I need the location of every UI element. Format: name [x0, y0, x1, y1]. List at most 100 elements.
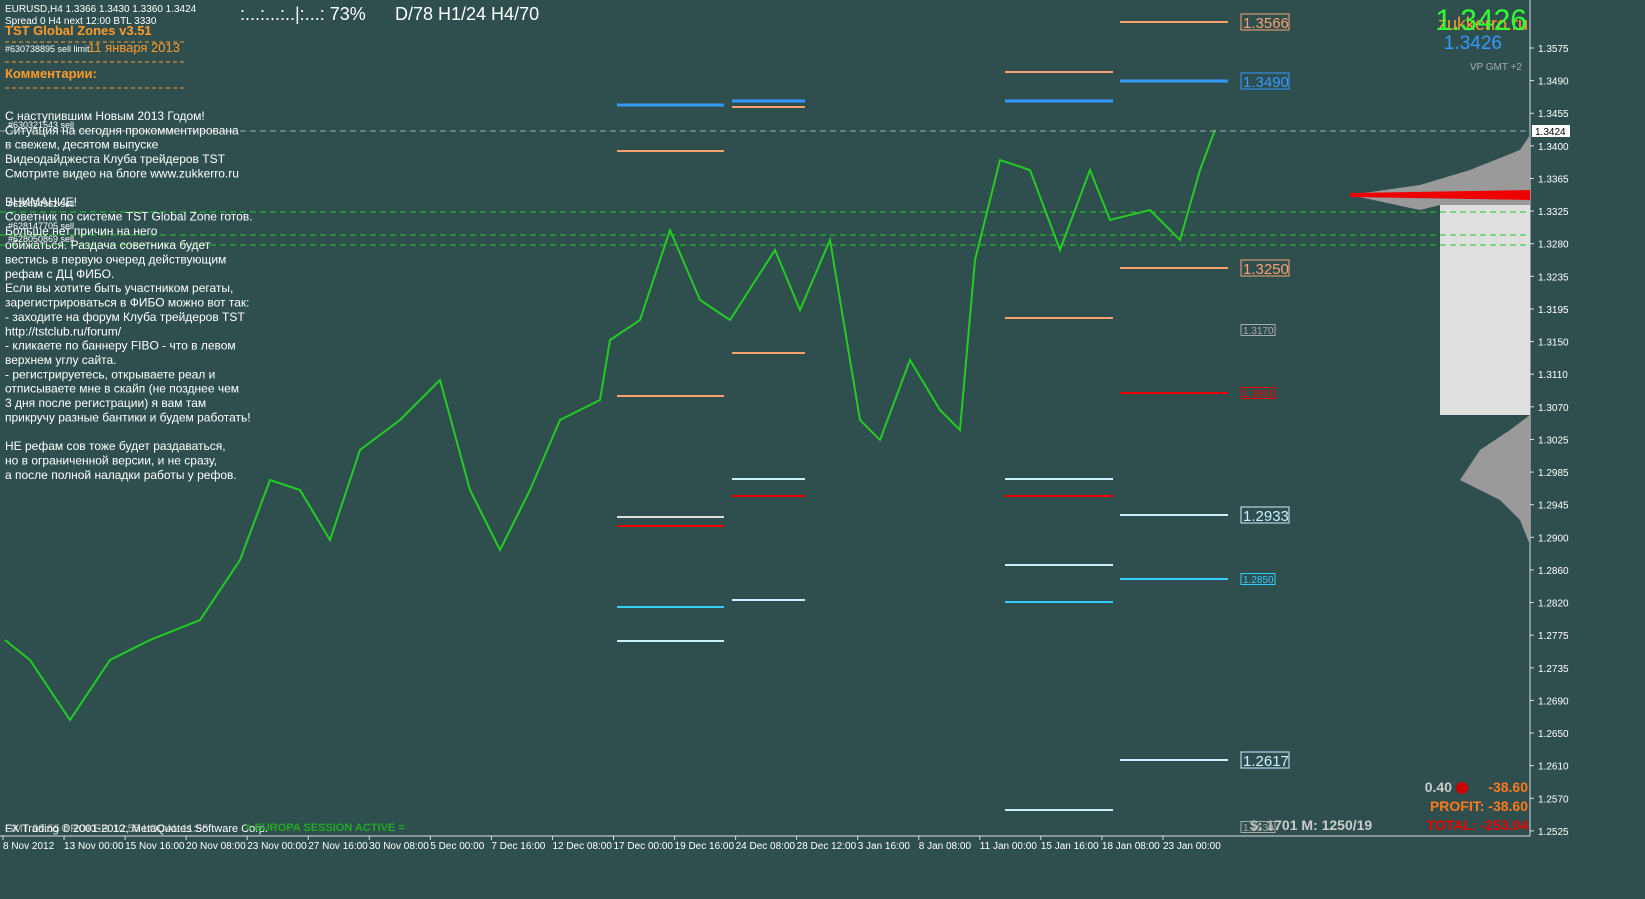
time-label: 13 Nov 00:00	[64, 841, 124, 852]
poc	[1350, 190, 1530, 200]
comment-line: Ситуация на сегодня прокомментирована	[5, 123, 239, 137]
comment-line: зарегистрироваться в ФИБО можно вот так:	[5, 296, 249, 310]
lots: 0.40	[1425, 779, 1452, 795]
comment-line: прикручу разные бантики и будем работать…	[5, 410, 251, 424]
time-label: 15 Jan 16:00	[1041, 841, 1099, 852]
time-label: 5 Dec 00:00	[430, 841, 484, 852]
comment-line: ВНИМАНИЕ!	[5, 195, 77, 209]
zone-label: 1.2530	[1243, 823, 1274, 834]
price-label: 1.2735	[1538, 664, 1569, 675]
profit: PROFIT: -38.60	[1430, 798, 1528, 814]
zone-box	[1240, 13, 1290, 31]
time-label: 8 Nov 2012	[3, 841, 55, 852]
price-label: 1.3110	[1538, 370, 1568, 381]
date-note: 11 января 2013	[88, 40, 180, 55]
spread: Spread 0 H4 next 12:00 BTL 3330	[5, 16, 157, 27]
time-label: 12 Dec 08:00	[552, 841, 612, 852]
comment-line: а после полной наладки работы у рефов.	[5, 468, 237, 482]
comment-line: обижаться. Раздача советника будет	[5, 238, 211, 252]
zone-label: 1.3566	[1243, 15, 1289, 32]
time-label: 18 Jan 08:00	[1102, 841, 1160, 852]
timeframes: D/78 H1/24 H4/70	[395, 4, 539, 24]
price-label: 1.3400	[1538, 142, 1569, 153]
comment-line: Больше нет причин на него	[5, 224, 158, 238]
comment-line: Видеодайджеста Клуба трейдеров TST	[5, 152, 226, 166]
comment-line: - кликаете по баннеру FIBO - что в левом	[5, 339, 236, 353]
time-label: 19 Dec 16:00	[675, 841, 735, 852]
volume-profile-core	[1440, 205, 1530, 415]
zone-box	[1240, 506, 1290, 524]
balance: $: 1701 M: 1250/19	[1250, 817, 1372, 833]
time-label: 7 Dec 16:00	[491, 841, 545, 852]
comment-line: но в ограниченной версии, и не сразу,	[5, 453, 217, 467]
brand: zukkerro.ru	[1438, 14, 1528, 34]
time-label: 27 Nov 16:00	[308, 841, 368, 852]
zone-label: 1.3170	[1243, 326, 1274, 337]
time-label: 3 Jan 16:00	[858, 841, 911, 852]
indicator-title: TST Global Zones v3.51	[5, 23, 152, 38]
comment-line: вестись в первую очеред действующим	[5, 253, 226, 267]
symbol: EURUSD,H4 1.3366 1.3430 1.3360 1.3424	[5, 4, 197, 15]
price-label: 1.2570	[1538, 794, 1569, 805]
zone-label: 1.3250	[1243, 261, 1289, 278]
comment-line: рефам с ДЦ ФИБО.	[5, 267, 114, 281]
current-price-box	[1532, 125, 1570, 137]
session: = EUROPA SESSION ACTIVE =	[245, 822, 405, 834]
total: TOTAL: -253.04	[1427, 817, 1529, 833]
current-price: 1.3424	[1535, 127, 1566, 138]
order-label: #629454962 sell	[8, 199, 74, 209]
comments-title: Комментарии:	[5, 66, 97, 81]
time-label: 15 Nov 16:00	[125, 841, 185, 852]
price-label: 1.3025	[1538, 435, 1569, 446]
price-label: 1.2525	[1538, 827, 1569, 838]
time-label: 11 Jan 00:00	[980, 841, 1038, 852]
comment-line: Смотрите видео на блоге www.zukkerro.ru	[5, 166, 239, 180]
comment-line: НЕ рефам сов тоже будет раздаваться,	[5, 439, 226, 453]
clock: GMT 08:55 BROKER 10:55 LOCAL 11:55	[5, 823, 208, 835]
comment-line: отписываете мне в скайп (не позднее чем	[5, 382, 239, 396]
zone-box	[1240, 387, 1276, 399]
zone-label: 1.3091	[1243, 389, 1274, 400]
price-label: 1.3070	[1538, 403, 1569, 414]
zone-box	[1240, 821, 1276, 833]
time-label: 20 Nov 08:00	[186, 841, 246, 852]
price-label: 1.2860	[1538, 566, 1569, 577]
comment-line: 3 дня после регистрации) я вам там	[5, 396, 206, 410]
zone-box	[1240, 72, 1290, 90]
time-label: 23 Nov 00:00	[247, 841, 307, 852]
price-label: 1.3365	[1538, 174, 1569, 185]
order-note: #630738895 sell limit	[5, 44, 90, 54]
comment-line: - регистрируетесь, открываете реал и	[5, 367, 215, 381]
lots-icon	[1456, 782, 1468, 794]
price-label: 1.2690	[1538, 696, 1569, 707]
progress: :...:...:..|:...: 73%	[240, 4, 366, 24]
price-label: 1.2610	[1538, 762, 1569, 773]
time-label: 23 Jan 00:00	[1163, 841, 1221, 852]
price-label: 1.3195	[1538, 305, 1569, 316]
order-label: #628050869 sell	[8, 234, 74, 244]
time-label: 30 Nov 08:00	[369, 841, 429, 852]
comment-line: С наступившим Новым 2013 Годом!	[5, 109, 205, 123]
time-label: 24 Dec 08:00	[736, 841, 796, 852]
copyright: FX Trading © 2001-2012, MetaQuotes Softw…	[5, 823, 268, 835]
comment-line: http://tstclub.ru/forum/	[5, 324, 122, 338]
price-label: 1.3325	[1538, 207, 1569, 218]
price-path	[4, 129, 1216, 722]
order-label: #628147705 sell	[8, 221, 74, 231]
time-label: 17 Dec 00:00	[614, 841, 674, 852]
zone-label: 1.2933	[1243, 508, 1289, 525]
price-label: 1.2820	[1538, 599, 1569, 610]
comment-line: в свежем, десятом выпуске	[5, 138, 159, 152]
zone-box	[1240, 573, 1276, 585]
price-label: 1.3575	[1538, 44, 1569, 55]
time-label: 8 Jan 08:00	[919, 841, 972, 852]
vp-label: VP GMT +2	[1470, 62, 1523, 73]
price-label: 1.3280	[1538, 240, 1569, 251]
comment-line: Советник по системе TST Global Zone гото…	[5, 209, 253, 223]
price-label: 1.2650	[1538, 729, 1569, 740]
price-label: 1.2775	[1538, 631, 1569, 642]
order-label: #630321543 sell	[8, 120, 74, 130]
comment-line: верхнем углу сайта.	[5, 353, 117, 367]
price-small: 1.3426	[1444, 33, 1502, 54]
